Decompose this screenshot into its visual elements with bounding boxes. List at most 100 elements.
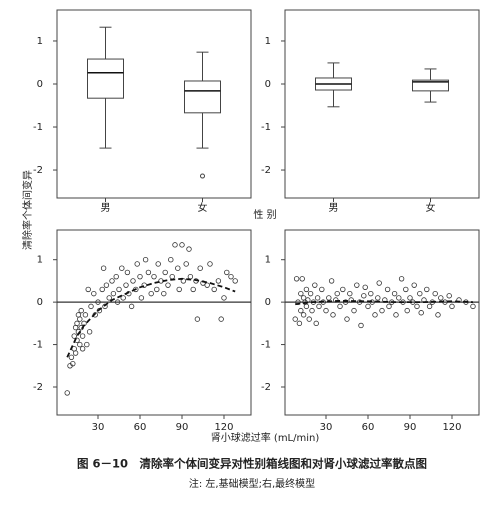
x-tick-label: 60 [134, 422, 147, 433]
note: 注: 左,基础模型;右,最终模型 [189, 477, 315, 490]
point [207, 261, 213, 267]
point [224, 269, 230, 276]
point [435, 312, 441, 318]
point [313, 320, 319, 327]
point [417, 290, 423, 297]
point [134, 261, 140, 267]
point [228, 273, 234, 280]
point [330, 312, 336, 318]
point [328, 278, 335, 284]
point [82, 312, 89, 318]
point [323, 307, 329, 314]
point [333, 297, 339, 303]
point [103, 282, 110, 288]
point [172, 242, 178, 248]
point [155, 261, 161, 267]
point [375, 295, 381, 301]
point [151, 273, 157, 280]
point [211, 286, 217, 293]
point [386, 303, 392, 310]
point [340, 286, 346, 293]
point [109, 278, 115, 284]
point [71, 333, 77, 339]
point [432, 290, 438, 297]
point [398, 276, 405, 282]
point [165, 282, 171, 288]
point [354, 282, 360, 288]
point [204, 282, 210, 288]
point [347, 290, 353, 297]
box [87, 58, 124, 99]
point [141, 282, 147, 288]
point [449, 303, 455, 310]
point [99, 286, 105, 293]
point [309, 307, 315, 314]
point [337, 303, 343, 310]
point [77, 316, 83, 322]
point [293, 276, 300, 282]
y-tick-label: 0 [265, 297, 271, 308]
y-tick-label: 1 [37, 36, 43, 47]
point [221, 295, 227, 301]
y-tick-label: 1 [265, 36, 271, 47]
point [95, 299, 101, 305]
fit-curve [66, 277, 236, 358]
point [168, 257, 174, 263]
box [184, 80, 221, 114]
point [407, 295, 413, 301]
point [113, 273, 119, 280]
point [148, 290, 154, 297]
point [187, 273, 194, 280]
point [116, 286, 122, 293]
point [176, 286, 182, 293]
point [356, 299, 363, 305]
point [70, 360, 76, 367]
point [145, 269, 152, 276]
point [411, 282, 417, 288]
box-x-axis-label: 性 别 [253, 208, 276, 221]
y-tick-label: -2 [33, 382, 43, 393]
point [77, 341, 83, 348]
point [84, 341, 90, 348]
point [119, 265, 125, 271]
point [403, 286, 409, 293]
y-tick-label: -2 [33, 165, 43, 176]
point [162, 269, 168, 276]
y-tick-label: -1 [33, 122, 43, 133]
x-tick-label: 120 [442, 422, 461, 433]
point [326, 295, 332, 301]
point [299, 276, 305, 282]
point [124, 269, 131, 276]
point [379, 307, 385, 314]
point [426, 303, 433, 310]
point [418, 310, 424, 316]
x-tick-label: 30 [92, 422, 105, 433]
point [404, 307, 410, 314]
x-tick-label: 男 [101, 202, 111, 214]
x-tick-label: 90 [176, 422, 189, 433]
point [384, 286, 391, 293]
point [303, 286, 310, 293]
point [215, 278, 222, 284]
fit-curve [295, 299, 474, 306]
point [306, 316, 312, 322]
point [130, 278, 136, 284]
point [114, 299, 121, 305]
point [344, 316, 350, 322]
y-tick-label: -1 [261, 122, 271, 133]
point [106, 295, 112, 301]
x-tick-label: 30 [320, 422, 333, 433]
point [358, 322, 364, 329]
point [72, 350, 79, 356]
box [412, 79, 449, 92]
point [86, 329, 93, 335]
point [74, 320, 80, 327]
point [414, 303, 420, 310]
x-tick-label: 女 [426, 201, 436, 214]
y-tick-label: 0 [37, 79, 43, 90]
point [376, 280, 382, 286]
point [180, 278, 187, 284]
plot-frame [284, 229, 480, 416]
point [96, 307, 103, 314]
